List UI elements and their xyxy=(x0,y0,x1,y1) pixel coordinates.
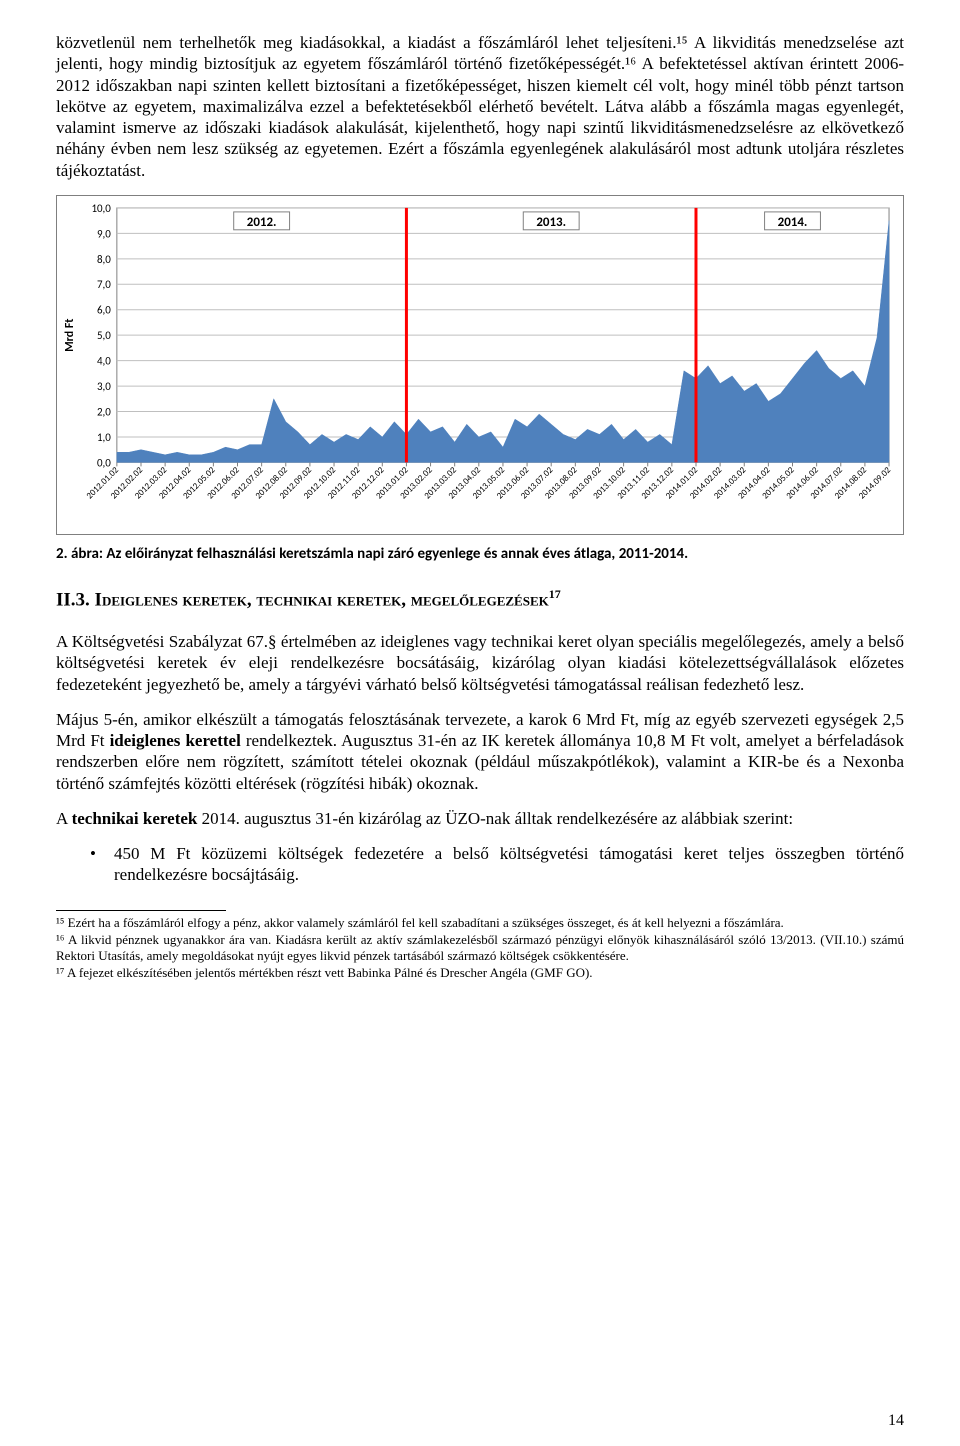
footnote-17: ¹⁷ A fejezet elkészítésében jelentős mér… xyxy=(56,965,904,981)
svg-text:2,0: 2,0 xyxy=(97,405,111,418)
svg-text:2014.: 2014. xyxy=(778,215,808,230)
bullet-list: 450 M Ft közüzemi költségek fedezetére a… xyxy=(56,843,904,886)
svg-text:5,0: 5,0 xyxy=(97,329,111,342)
svg-text:9,0: 9,0 xyxy=(97,227,111,240)
paragraph-3: Május 5-én, amikor elkészült a támogatás… xyxy=(56,709,904,794)
section-heading: II.3. Ideiglenes keretek, technikai kere… xyxy=(56,587,904,611)
p4-bold: technikai keretek xyxy=(72,809,198,828)
svg-text:6,0: 6,0 xyxy=(97,303,111,316)
p4-b: 2014. augusztus 31-én kizárólag az ÜZO-n… xyxy=(197,809,793,828)
svg-text:Mrd Ft: Mrd Ft xyxy=(63,318,77,351)
p3-bold: ideiglenes kerettel xyxy=(110,731,241,750)
paragraph-2: A Költségvetési Szabályzat 67.§ értelméb… xyxy=(56,631,904,695)
balance-chart: 10,09,08,07,06,05,04,03,02,01,00,0Mrd Ft… xyxy=(56,195,904,535)
heading-footnote-ref: 17 xyxy=(549,587,561,601)
svg-text:10,0: 10,0 xyxy=(91,202,111,215)
paragraph-1: közvetlenül nem terhelhetők meg kiadások… xyxy=(56,32,904,181)
svg-text:8,0: 8,0 xyxy=(97,253,111,266)
chart-caption: 2. ábra: Az előirányzat felhasználási ke… xyxy=(56,545,904,563)
svg-text:4,0: 4,0 xyxy=(97,354,111,367)
svg-text:1,0: 1,0 xyxy=(97,431,111,444)
paragraph-4: A technikai keretek 2014. augusztus 31-é… xyxy=(56,808,904,829)
page-number: 14 xyxy=(888,1412,904,1430)
footnote-separator xyxy=(56,910,226,911)
footnote-15: ¹⁵ Ezért ha a főszámláról elfogy a pénz,… xyxy=(56,915,904,931)
svg-text:3,0: 3,0 xyxy=(97,380,111,393)
svg-text:7,0: 7,0 xyxy=(97,278,111,291)
svg-text:2013.: 2013. xyxy=(536,215,566,230)
heading-title: Ideiglenes keretek, technikai keretek, m… xyxy=(95,589,549,610)
footnote-16: ¹⁶ A likvid pénznek ugyanakkor ára van. … xyxy=(56,932,904,963)
heading-number: II.3. xyxy=(56,589,95,610)
bullet-item-1: 450 M Ft közüzemi költségek fedezetére a… xyxy=(90,843,904,886)
svg-text:2012.: 2012. xyxy=(247,215,277,230)
p4-a: A xyxy=(56,809,72,828)
